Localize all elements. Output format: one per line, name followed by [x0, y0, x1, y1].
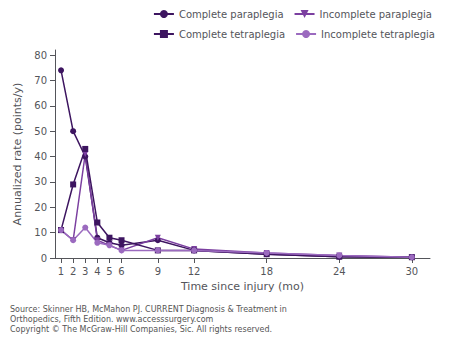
svg-text:Complete tetraplegia: Complete tetraplegia	[179, 29, 285, 40]
svg-text:1: 1	[58, 266, 64, 277]
svg-text:Annualized rate (points/y): Annualized rate (points/y)	[11, 83, 24, 226]
svg-text:20: 20	[34, 202, 47, 213]
svg-text:60: 60	[34, 100, 47, 111]
svg-text:Copyright © The McGraw-Hill Co: Copyright © The McGraw-Hill Companies, S…	[10, 325, 272, 334]
svg-text:4: 4	[94, 266, 100, 277]
svg-text:6: 6	[118, 266, 124, 277]
svg-text:Incomplete paraplegia: Incomplete paraplegia	[320, 9, 432, 20]
svg-text:30: 30	[34, 176, 47, 187]
svg-text:70: 70	[34, 75, 47, 86]
svg-text:Source: Skinner HB, McMahon PJ: Source: Skinner HB, McMahon PJ. CURRENT …	[10, 305, 287, 314]
svg-text:12: 12	[188, 266, 201, 277]
svg-text:0: 0	[41, 253, 47, 264]
svg-text:Complete paraplegia: Complete paraplegia	[179, 9, 284, 20]
svg-text:18: 18	[260, 266, 273, 277]
svg-text:9: 9	[155, 266, 161, 277]
svg-text:Time since injury (mo): Time since injury (mo)	[180, 280, 304, 293]
svg-text:24: 24	[333, 266, 346, 277]
svg-text:5: 5	[106, 266, 112, 277]
svg-text:40: 40	[34, 151, 47, 162]
svg-text:Incomplete tetraplegia: Incomplete tetraplegia	[321, 29, 435, 40]
svg-text:2: 2	[70, 266, 76, 277]
svg-text:Orthopedics, Fifth Edition. ww: Orthopedics, Fifth Edition. www.accesssu…	[10, 315, 214, 324]
svg-text:3: 3	[82, 266, 88, 277]
svg-text:30: 30	[405, 266, 418, 277]
svg-text:80: 80	[34, 50, 47, 61]
svg-text:50: 50	[34, 126, 47, 137]
svg-text:10: 10	[34, 227, 47, 238]
